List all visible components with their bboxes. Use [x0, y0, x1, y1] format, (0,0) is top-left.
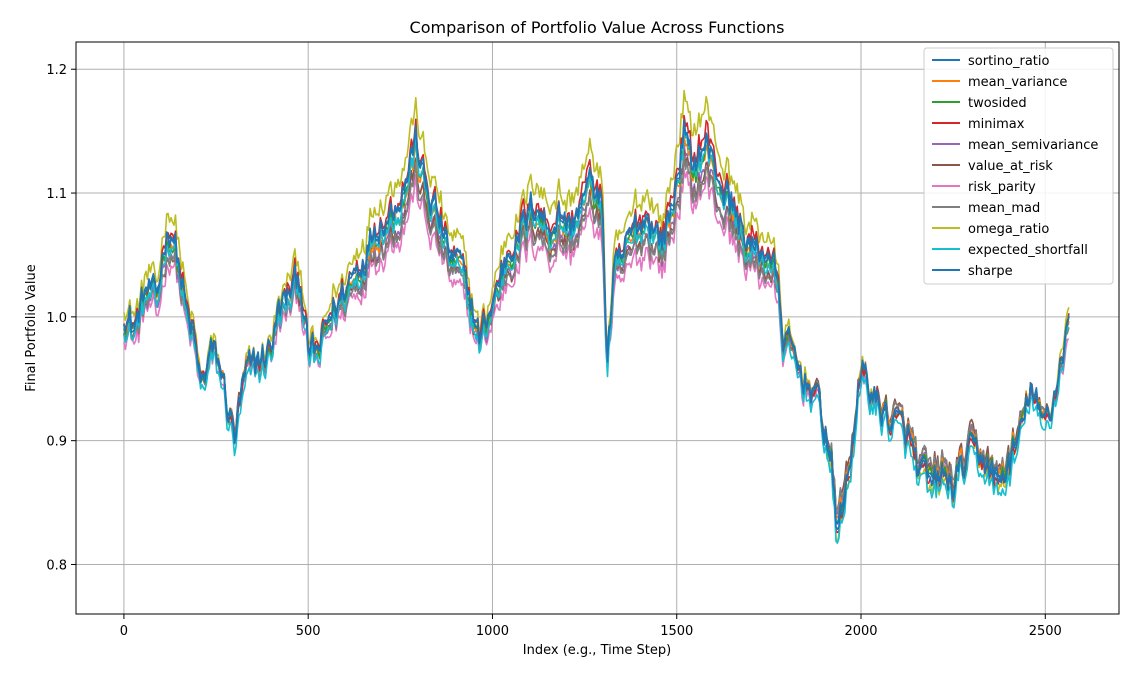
legend-label-mean-semivariance: mean_semivariance [968, 138, 1098, 153]
legend-box [923, 47, 1114, 285]
legend-label-mean-variance: mean_variance [968, 75, 1067, 90]
y-tick-label: 0.9 [46, 435, 67, 450]
plot-frame [75, 41, 1120, 615]
y-axis-ticks: 0.8 0.9 1.0 1.1 1.2 [46, 63, 76, 573]
series-line-sharpe [123, 120, 1070, 530]
y-tick-label: 1.1 [46, 187, 67, 202]
y-tick-label: 1.0 [46, 311, 67, 326]
x-tick-label: 0 [120, 624, 128, 639]
legend-label-minimax: minimax [968, 117, 1025, 132]
legend-label-sharpe: sharpe [968, 264, 1013, 279]
chart-title: Comparison of Portfolio Value Across Fun… [410, 18, 785, 37]
legend-label-sortino-ratio: sortino_ratio [968, 54, 1049, 69]
x-axis-title: Index (e.g., Time Step) [523, 643, 671, 658]
legend-label-risk-parity: risk_parity [968, 180, 1036, 195]
x-tick-label: 2500 [1029, 624, 1062, 639]
legend-label-twosided: twosided [968, 96, 1027, 111]
y-tick-label: 1.2 [46, 63, 67, 78]
legend-label-mean-mad: mean_mad [968, 201, 1040, 216]
y-tick-label: 0.8 [46, 558, 67, 573]
legend-label-omega-ratio: omega_ratio [968, 222, 1049, 237]
x-tick-label: 2000 [844, 624, 877, 639]
legend: sortino_ratio mean_variance twosided minima… [923, 47, 1114, 285]
x-tick-label: 500 [296, 624, 321, 639]
x-tick-label: 1500 [660, 624, 693, 639]
x-axis-ticks: 0 500 1000 1500 2000 2500 [120, 614, 1062, 639]
series-lines [123, 89, 1070, 544]
legend-label-expected-shortfall: expected_shortfall [968, 243, 1088, 258]
y-axis-title: Final Portfolio Value [24, 264, 39, 391]
legend-label-value-at-risk: value_at_risk [968, 159, 1053, 174]
x-tick-label: 1000 [476, 624, 509, 639]
